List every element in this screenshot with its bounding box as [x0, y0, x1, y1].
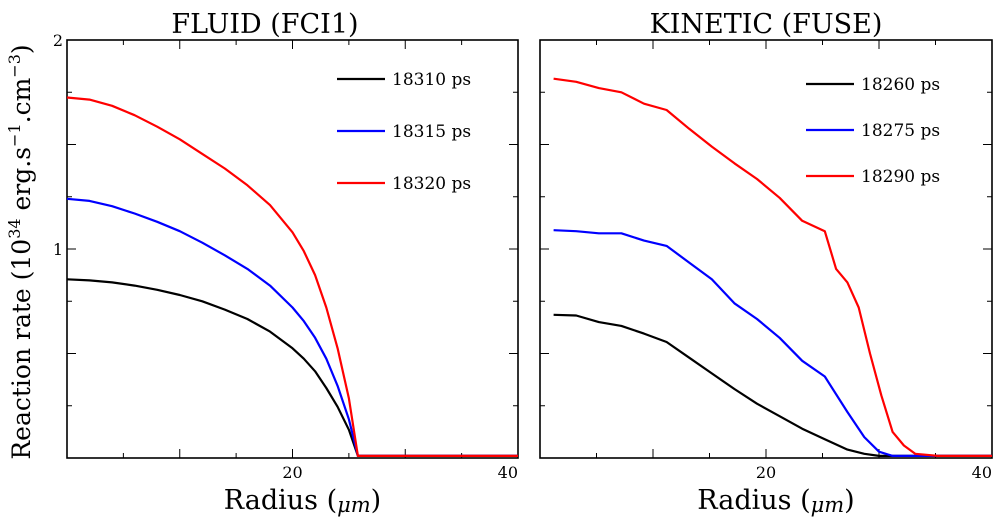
kinetic-panel: 20 40 KINETIC (FUSE) Radius (μm) 18260 ps 182… — [539, 9, 993, 517]
legend-label: 18290 ps — [861, 167, 940, 187]
x-axis-label-close: ) — [844, 485, 855, 516]
x-tick-label: 20 — [756, 463, 776, 482]
y-tick-label: 1 — [53, 240, 63, 259]
x-tick-label: 20 — [282, 463, 302, 482]
x-tick-label: 40 — [972, 463, 992, 482]
y-axis-label-exp1: 34 — [5, 218, 24, 238]
plot-frame — [66, 39, 519, 459]
series-line-1 — [66, 278, 518, 457]
plot-frame — [539, 39, 993, 459]
x-axis-label: Radius (μm) — [697, 485, 854, 517]
series-line-3 — [66, 96, 518, 457]
y-tick-label: 2 — [53, 31, 63, 50]
x-axis-label-text: Radius ( — [224, 485, 337, 516]
legend-label: 18260 ps — [861, 75, 940, 95]
chart-title: FLUID (FCI1) — [171, 9, 358, 40]
y-axis-label-main: Reaction rate (10 — [7, 239, 36, 460]
legend-label: 18275 ps — [861, 121, 940, 141]
series-line-3 — [553, 77, 992, 457]
series-line-1 — [553, 313, 992, 457]
y-axis-label-mid2: .cm — [7, 77, 36, 123]
y-axis-label-mid: erg.s — [7, 147, 36, 218]
y-axis-label-exp3: −3 — [5, 54, 24, 78]
chart-title: KINETIC (FUSE) — [650, 9, 883, 40]
legend-label: 18320 ps — [392, 174, 471, 194]
y-axis-label-end: ) — [7, 44, 36, 54]
series-line-2 — [553, 229, 992, 457]
legend-label: 18315 ps — [392, 122, 471, 142]
y-axis-label-exp2: −1 — [5, 123, 24, 147]
fluid-panel: 20 40 1 2 FLUID (FCI1) Radius (μm) 18310 ps 183… — [53, 9, 519, 517]
y-axis-label: Reaction rate (1034 erg.s−1.cm−3) — [5, 44, 36, 459]
series-line-2 — [66, 197, 518, 457]
x-axis-label-unit: μm — [811, 493, 845, 517]
x-tick-label: 40 — [498, 463, 518, 482]
x-axis-label-unit: μm — [337, 493, 371, 517]
legend-label: 18310 ps — [392, 70, 471, 90]
x-axis-label-close: ) — [371, 485, 382, 516]
x-axis-label-text: Radius ( — [697, 485, 810, 516]
x-axis-label: Radius (μm) — [224, 485, 381, 517]
